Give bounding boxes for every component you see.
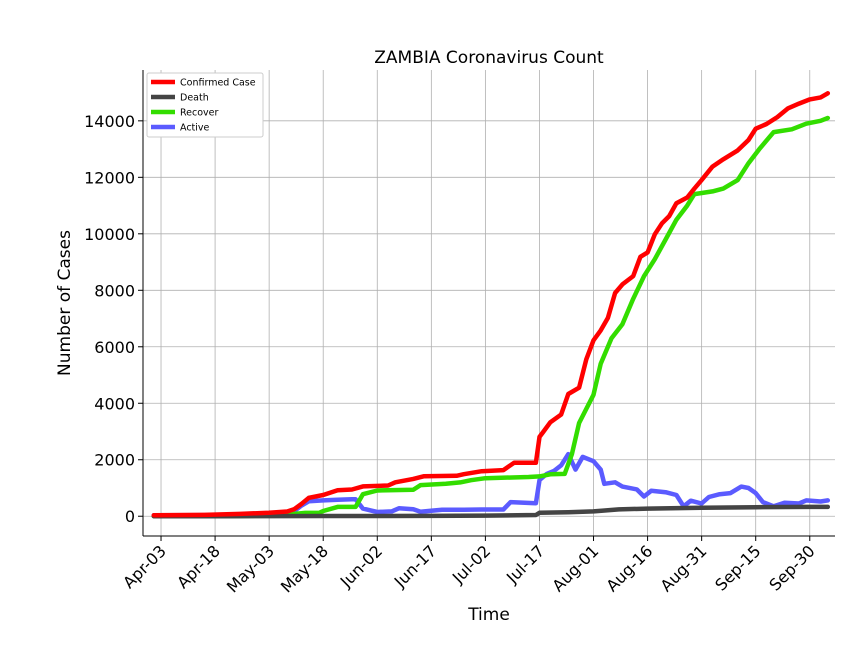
series-line-confirmed-case bbox=[151, 91, 831, 518]
x-tick-label: Jun-17 bbox=[390, 541, 440, 591]
y-tick-label: 14000 bbox=[84, 112, 135, 131]
x-tick-label: Jul-02 bbox=[448, 541, 494, 587]
legend-label: Death bbox=[180, 93, 209, 104]
x-tick-label: Jul-17 bbox=[502, 541, 548, 587]
y-tick-label: 4000 bbox=[94, 394, 135, 413]
x-tick-label: Aug-16 bbox=[602, 541, 656, 595]
legend-label: Recover bbox=[180, 108, 219, 119]
legend-box bbox=[146, 72, 264, 138]
y-tick-label: 10000 bbox=[84, 225, 135, 244]
y-tick-label: 0 bbox=[125, 507, 135, 526]
legend-label: Confirmed Case bbox=[180, 78, 256, 89]
axes bbox=[142, 70, 835, 537]
series-line-recover bbox=[151, 115, 831, 519]
x-tick-label: Aug-01 bbox=[548, 541, 602, 595]
y-tick-label: 6000 bbox=[94, 338, 135, 357]
y-tick-label: 8000 bbox=[94, 281, 135, 300]
legend-label: Active bbox=[180, 123, 210, 134]
y-ticks: 0 2000 4000 6000 8000 10000 12000 14000 bbox=[84, 112, 143, 526]
x-tick-label: May-03 bbox=[223, 541, 278, 596]
x-tick-label: Sep-15 bbox=[711, 541, 764, 594]
y-tick-label: 2000 bbox=[94, 451, 135, 470]
y-tick-label: 12000 bbox=[84, 168, 135, 187]
x-tick-label: Jun-02 bbox=[336, 541, 386, 591]
x-tick-label: May-18 bbox=[277, 541, 332, 596]
series-lines bbox=[151, 91, 831, 519]
x-tick-label: Aug-31 bbox=[656, 541, 710, 595]
grid-lines bbox=[143, 70, 835, 536]
chart-title: ZAMBIA Coronavirus Count bbox=[374, 48, 604, 68]
x-tick-label: Apr-03 bbox=[119, 541, 170, 592]
x-axis-label: Time bbox=[467, 605, 510, 625]
x-tick-label: Sep-30 bbox=[765, 541, 818, 594]
series-line-death bbox=[151, 504, 831, 519]
x-tick-label: Apr-18 bbox=[173, 541, 224, 592]
y-axis-label: Number of Cases bbox=[55, 230, 75, 376]
legend: Confirmed Case Death Recover Active bbox=[146, 72, 264, 138]
series-line-active bbox=[151, 451, 831, 518]
